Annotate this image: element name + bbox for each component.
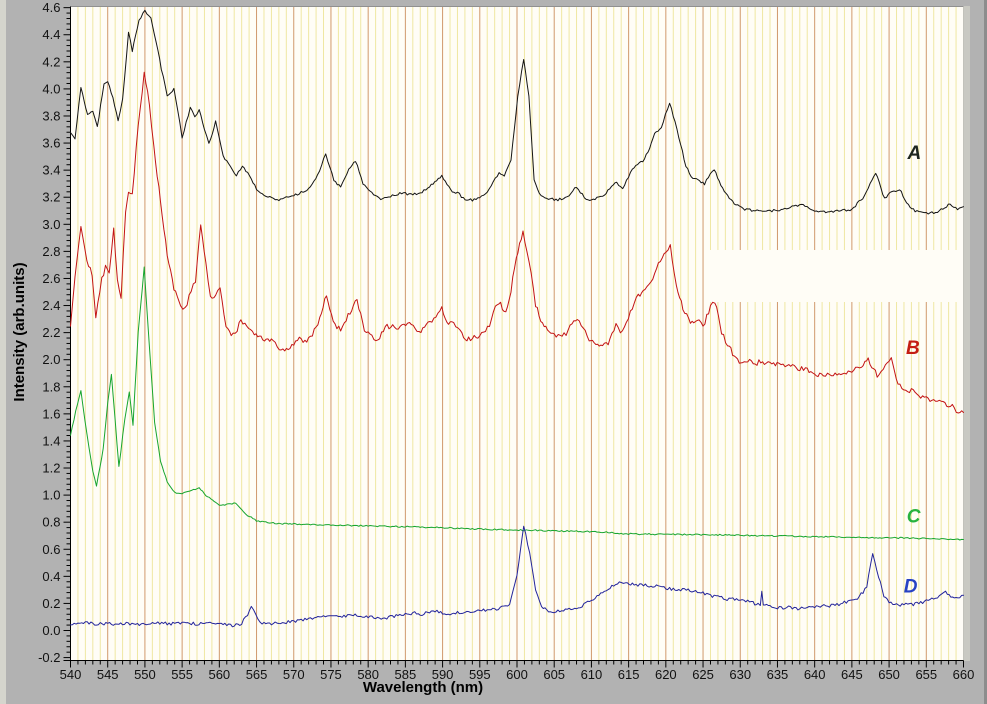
x-tick-label: 555 bbox=[171, 667, 193, 682]
x-tick-label: 575 bbox=[320, 667, 342, 682]
y-tick-label: 0.4 bbox=[42, 569, 60, 584]
x-tick-label: 660 bbox=[953, 667, 975, 682]
artifact-band bbox=[706, 250, 962, 302]
x-tick-label: 580 bbox=[357, 667, 379, 682]
right-strip bbox=[964, 6, 970, 661]
x-tick-label: 565 bbox=[246, 667, 268, 682]
y-tick-label: 0.0 bbox=[42, 623, 60, 638]
series-labels: A B C D bbox=[904, 143, 921, 597]
tick-labels: -0.2 0.0 0.2 0.4 0.6 0.8 1.0 1.2 1.4 1.6 1.8 2.0 2.2… bbox=[38, 0, 974, 682]
y-tick-label: 2.2 bbox=[42, 325, 60, 340]
x-tick-label: 600 bbox=[506, 667, 528, 682]
y-tick-label: 1.6 bbox=[42, 406, 60, 421]
x-tick-label: 635 bbox=[767, 667, 789, 682]
curve-D bbox=[70, 525, 964, 628]
y-tick-label: 4.4 bbox=[42, 27, 60, 42]
series-label-D: D bbox=[904, 576, 918, 597]
x-tick-label: 645 bbox=[841, 667, 863, 682]
y-tick-label: 4.0 bbox=[42, 81, 60, 96]
x-tick-label: 655 bbox=[915, 667, 937, 682]
right-edge bbox=[984, 0, 987, 704]
x-tick-label: 610 bbox=[581, 667, 603, 682]
x-tick-label: 585 bbox=[395, 667, 417, 682]
x-tick-label: 630 bbox=[729, 667, 751, 682]
x-tick-label: 545 bbox=[97, 667, 119, 682]
y-tick-label: 3.6 bbox=[42, 136, 60, 151]
gridline-gap-band bbox=[706, 250, 962, 302]
y-tick-label: 2.8 bbox=[42, 244, 60, 259]
y-tick-label: 0.8 bbox=[42, 515, 60, 530]
spectrum-curves bbox=[70, 9, 964, 628]
axis-ticks bbox=[63, 7, 964, 668]
y-tick-label: 2.0 bbox=[42, 352, 60, 367]
x-tick-label: 615 bbox=[618, 667, 640, 682]
curve-C bbox=[70, 266, 964, 541]
x-tick-label: 595 bbox=[469, 667, 491, 682]
y-axis-title: Intensity (arb.units) bbox=[11, 262, 28, 401]
series-label-A: A bbox=[907, 143, 922, 164]
x-tick-label: 620 bbox=[655, 667, 677, 682]
y-tick-label: 3.0 bbox=[42, 217, 60, 232]
x-tick-label: 590 bbox=[432, 667, 454, 682]
x-tick-label: 625 bbox=[692, 667, 714, 682]
y-tick-label: -0.2 bbox=[38, 650, 60, 665]
x-tick-label: 560 bbox=[208, 667, 230, 682]
x-tick-label: 570 bbox=[283, 667, 305, 682]
y-tick-label: 1.0 bbox=[42, 488, 60, 503]
y-tick-label: 1.8 bbox=[42, 379, 60, 394]
y-tick-label: 3.4 bbox=[42, 163, 60, 178]
left-bevel bbox=[0, 0, 6, 704]
x-tick-label: 605 bbox=[543, 667, 565, 682]
curve-B bbox=[70, 71, 964, 414]
x-tick-label: 550 bbox=[134, 667, 156, 682]
y-tick-label: 3.2 bbox=[42, 190, 60, 205]
y-tick-label: 1.4 bbox=[42, 433, 60, 448]
series-label-C: C bbox=[907, 507, 921, 528]
curve-A bbox=[70, 9, 964, 215]
y-tick-label: 1.2 bbox=[42, 461, 60, 476]
series-label-B: B bbox=[906, 338, 920, 359]
x-tick-label: 540 bbox=[60, 667, 82, 682]
x-tick-label: 640 bbox=[804, 667, 826, 682]
x-axis-title: Wavelength (nm) bbox=[363, 679, 483, 696]
y-tick-label: 4.6 bbox=[42, 0, 60, 15]
gridlines bbox=[77, 6, 957, 661]
y-tick-label: 0.6 bbox=[42, 542, 60, 557]
y-tick-label: 3.8 bbox=[42, 108, 60, 123]
x-tick-label: 650 bbox=[878, 667, 900, 682]
y-tick-label: 4.2 bbox=[42, 54, 60, 69]
y-tick-label: 0.2 bbox=[42, 596, 60, 611]
y-tick-label: 2.4 bbox=[42, 298, 60, 313]
y-tick-label: 2.6 bbox=[42, 271, 60, 286]
